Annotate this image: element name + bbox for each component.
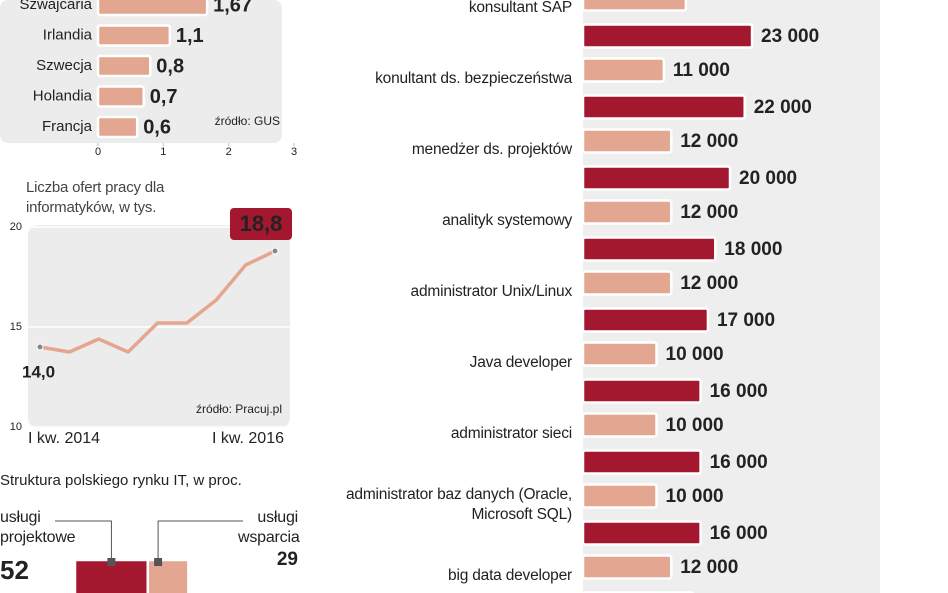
legend-label: usługi wsparcia xyxy=(238,509,300,546)
category-label: analityk systemowy xyxy=(442,211,572,229)
category-label: big data developer xyxy=(448,566,572,584)
category-label: administrator sieci xyxy=(450,424,572,442)
value-box xyxy=(230,208,292,240)
value-label: 14,0 xyxy=(22,362,55,381)
leader xyxy=(157,520,243,560)
x-tick-label: I kw. 2016 xyxy=(212,430,284,447)
point xyxy=(36,343,44,351)
x-tick-label: 3 xyxy=(291,146,297,158)
value-label: 12 000 xyxy=(680,202,738,223)
y-tick-label: 10 xyxy=(10,421,22,433)
bar xyxy=(581,165,732,191)
category-label: konsultant SAP xyxy=(468,0,572,16)
bar xyxy=(581,94,746,120)
x-tick-label: 0 xyxy=(95,146,101,158)
value-label: 23 000 xyxy=(761,26,819,47)
value-label: 0,6 xyxy=(143,116,171,138)
bar xyxy=(581,341,658,367)
chart-title: Liczba ofert pracy dla informatyków, w t… xyxy=(26,179,165,216)
value-label: 18 000 xyxy=(724,239,782,260)
bar xyxy=(581,554,673,580)
value-label: 0,7 xyxy=(150,86,178,108)
category-label: Java developer xyxy=(469,353,573,371)
category-label: Irlandia xyxy=(43,26,93,43)
line xyxy=(39,249,276,354)
bar xyxy=(581,0,688,12)
value-label: 22 000 xyxy=(754,97,812,118)
bar xyxy=(96,0,209,17)
value-label: 16 000 xyxy=(710,452,768,473)
y-tick-label: 15 xyxy=(10,321,22,333)
bar xyxy=(96,115,139,139)
value-label: 17 000 xyxy=(717,310,775,331)
category-label: administrator baz danych (Oracle, Micros… xyxy=(346,485,572,523)
value-label: 10 000 xyxy=(666,486,724,507)
value-label: 29 xyxy=(277,549,298,570)
value-label: 18,8 xyxy=(240,211,283,236)
value-label: 16 000 xyxy=(710,381,768,402)
value-label: 20 000 xyxy=(739,168,797,189)
value-label: 10 000 xyxy=(666,415,724,436)
bar xyxy=(96,24,172,47)
category-label: konultant ds. bezpieczeństwa xyxy=(375,69,572,87)
category-label: administrator Unix/Linux xyxy=(410,282,573,300)
marker xyxy=(107,558,116,566)
bar xyxy=(581,378,702,404)
bar xyxy=(581,412,658,438)
value-label: 12 000 xyxy=(680,273,738,294)
marker xyxy=(154,558,163,566)
bar xyxy=(581,23,754,49)
leader xyxy=(55,520,112,560)
value-label: 1,1 xyxy=(176,25,204,47)
x-tick-label: I kw. 2014 xyxy=(28,430,100,447)
value-label: 10 000 xyxy=(666,344,724,365)
category-label: Holandia xyxy=(33,87,93,104)
category-label: Francja xyxy=(42,118,93,135)
bar xyxy=(581,449,702,475)
value-label: 0,8 xyxy=(156,55,184,77)
category-label: Szwecja xyxy=(36,57,93,74)
value-label: 12 000 xyxy=(680,557,738,578)
value-label: 1,67 xyxy=(213,0,252,16)
x-tick-label: 1 xyxy=(160,146,166,158)
source: źródło: Pracuj.pl xyxy=(196,402,282,416)
bar xyxy=(581,236,717,262)
value-label: 11 000 xyxy=(673,60,730,81)
category-label: menedżer ds. projektów xyxy=(411,140,572,158)
x-tick-label: 2 xyxy=(226,146,232,158)
category-label: Szwajcaria xyxy=(19,0,92,13)
value-label: 52 xyxy=(0,555,29,585)
bar xyxy=(581,307,710,333)
point xyxy=(271,247,279,255)
y-tick-label: 20 xyxy=(10,221,22,233)
bar xyxy=(96,85,145,108)
bar xyxy=(581,270,673,296)
value-label: 12 000 xyxy=(680,131,738,152)
value-label: 16 000 xyxy=(710,523,768,544)
bar xyxy=(581,483,658,509)
bar xyxy=(581,199,673,225)
source: źródło: GUS xyxy=(215,114,280,128)
chart-title: Struktura polskiego rynku IT, w proc. xyxy=(0,472,242,489)
bar xyxy=(581,520,702,546)
bar xyxy=(581,128,673,154)
bar-segment xyxy=(146,558,190,593)
bar xyxy=(96,54,152,78)
legend-label: usługi projektowe xyxy=(0,509,76,546)
bar xyxy=(581,57,666,83)
